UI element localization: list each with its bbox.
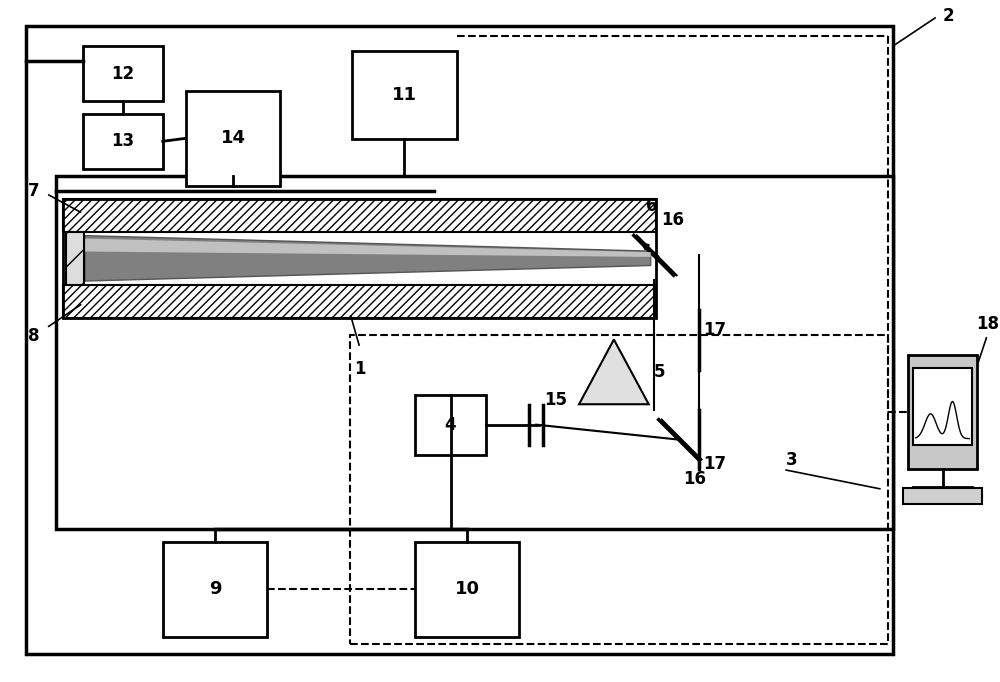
Text: 5: 5 bbox=[654, 363, 665, 381]
Polygon shape bbox=[85, 236, 651, 281]
Bar bbox=[186, 91, 280, 186]
Text: 16: 16 bbox=[684, 471, 707, 488]
Text: 2: 2 bbox=[943, 8, 954, 25]
Bar bbox=[63, 284, 656, 318]
Text: 8: 8 bbox=[28, 327, 39, 345]
Bar bbox=[908, 355, 977, 469]
Bar bbox=[350, 335, 888, 644]
Bar bbox=[352, 51, 457, 139]
Text: 12: 12 bbox=[111, 65, 134, 83]
Bar bbox=[415, 395, 486, 454]
Text: 3: 3 bbox=[786, 451, 798, 469]
Polygon shape bbox=[579, 340, 649, 404]
Text: 10: 10 bbox=[454, 580, 479, 599]
Bar bbox=[56, 176, 893, 529]
Text: 18: 18 bbox=[976, 315, 999, 333]
Bar bbox=[163, 542, 267, 637]
Text: 13: 13 bbox=[111, 132, 134, 150]
Text: 1: 1 bbox=[354, 360, 366, 378]
Bar bbox=[26, 27, 893, 654]
Text: 7: 7 bbox=[28, 181, 39, 200]
Bar bbox=[63, 198, 656, 232]
Text: 9: 9 bbox=[209, 580, 221, 599]
Bar bbox=[415, 542, 519, 637]
Bar bbox=[83, 46, 163, 101]
Text: 15: 15 bbox=[544, 391, 567, 409]
Text: 4: 4 bbox=[445, 415, 456, 434]
Bar bbox=[63, 198, 656, 318]
Bar bbox=[83, 114, 163, 168]
Polygon shape bbox=[85, 239, 651, 257]
Text: 6: 6 bbox=[646, 196, 657, 215]
Text: 11: 11 bbox=[392, 86, 417, 104]
Text: 17: 17 bbox=[704, 321, 727, 339]
Text: 14: 14 bbox=[220, 130, 245, 147]
Text: 16: 16 bbox=[662, 211, 685, 230]
Bar bbox=[913, 368, 972, 445]
Bar bbox=[903, 488, 982, 504]
Text: 17: 17 bbox=[704, 456, 727, 473]
Bar bbox=[66, 232, 84, 284]
